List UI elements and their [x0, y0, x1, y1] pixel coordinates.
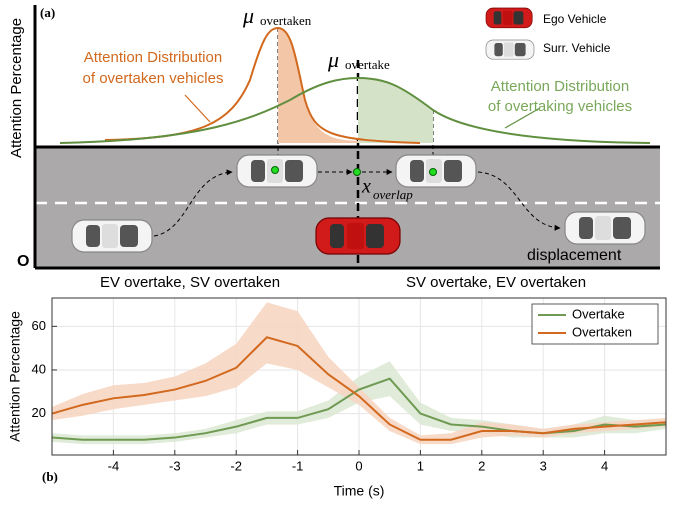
- legend-label: Overtake: [572, 306, 625, 321]
- x-tick-label: -1: [292, 458, 304, 473]
- legend-label: Surr. Vehicle: [543, 41, 611, 55]
- overtaking-area: [358, 78, 433, 143]
- band: [52, 302, 666, 445]
- legend-ego: [485, 7, 533, 29]
- x-tick-label: 4: [601, 458, 608, 473]
- x-tick-label: 2: [478, 458, 485, 473]
- caption: EV overtake, SV overtaken: [100, 274, 280, 291]
- ego-car: [315, 217, 401, 255]
- origin: O: [17, 253, 29, 270]
- arrow: [477, 171, 561, 231]
- overtaken-area: [278, 28, 358, 143]
- line: [51, 336, 667, 441]
- panel-a: (a) Attention Percentage O μ overtaken μ…: [8, 3, 660, 291]
- panel-b: (b) -4 -3 -2 -1 0 1 2 3 4 20 40 60 Time (s) Attention…: [7, 297, 667, 499]
- x-overlap-sub: overlap: [373, 187, 413, 202]
- annotation: Attention Distribution: [491, 78, 629, 95]
- band: [52, 361, 666, 445]
- x-tick-label: -3: [169, 458, 181, 473]
- annotation: of overtaking vehicles: [488, 98, 632, 115]
- x-tick-label: 3: [540, 458, 547, 473]
- mu-sub: overtaken: [260, 13, 312, 28]
- dot: [429, 168, 437, 176]
- legend-surr: [485, 39, 535, 60]
- legend-label: Overtaken: [572, 324, 632, 339]
- x-tick-label: 1: [417, 458, 424, 473]
- mu: μ: [327, 47, 339, 72]
- car: [564, 211, 646, 245]
- y-axis-label: Attention Percentage: [8, 18, 25, 158]
- arrow: [153, 169, 233, 237]
- leader: [184, 94, 211, 123]
- x-overlap: x: [361, 176, 371, 198]
- y-tick-label: 60: [32, 318, 46, 333]
- leader: [504, 107, 541, 129]
- annotation: of overtaken vehicles: [83, 70, 224, 87]
- line: [51, 377, 667, 441]
- overtaken-curve: [104, 26, 421, 144]
- panel-label: (b): [42, 469, 58, 484]
- car: [71, 219, 153, 253]
- overtaking-curve: [59, 76, 651, 144]
- panel-label: (a): [40, 5, 55, 20]
- y-tick-label: 40: [32, 361, 46, 376]
- legend-label: Ego Vehicle: [543, 12, 607, 26]
- x-axis-label: Time (s): [334, 483, 385, 499]
- dot: [353, 168, 361, 176]
- annotation: Attention Distribution: [84, 49, 222, 66]
- x-tick-label: -2: [230, 458, 242, 473]
- x-tick-label: 0: [355, 458, 362, 473]
- axis-label: displacement: [527, 247, 622, 264]
- mu-sub: overtake: [345, 57, 390, 72]
- x-tick-label: -4: [108, 458, 120, 473]
- dot: [271, 166, 279, 174]
- caption: SV overtake, EV overtaken: [406, 274, 586, 291]
- mu: μ: [242, 3, 254, 28]
- y-tick-label: 20: [32, 405, 46, 420]
- legend-box: [531, 303, 659, 345]
- y-axis-label: Attention Percentage: [7, 311, 23, 442]
- plot-frame: [51, 297, 667, 456]
